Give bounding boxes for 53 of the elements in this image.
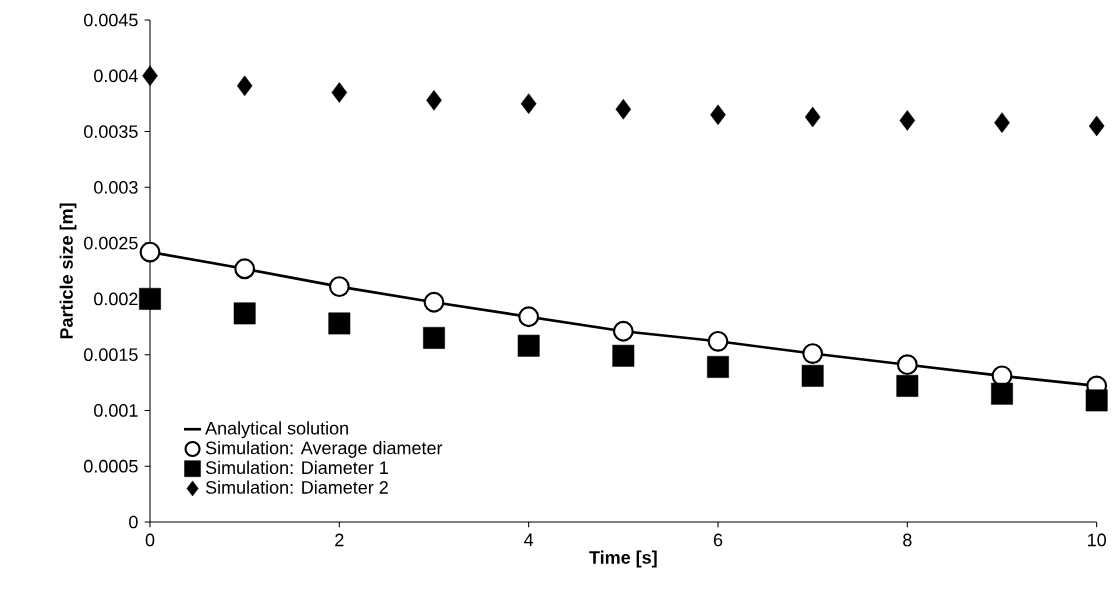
y-tick-label: 0.0045: [84, 13, 138, 27]
y-tick-label: 0.004: [94, 69, 138, 83]
point: [233, 302, 256, 325]
y-tick-label: 0.002: [94, 292, 138, 306]
point: [517, 334, 540, 357]
legend-label: Simulation: Diameter 1: [205, 460, 388, 475]
point: [802, 343, 824, 364]
point: [991, 382, 1013, 405]
y-tick-label: 0.0025: [84, 236, 138, 250]
y-tick-label: 0.0035: [84, 125, 138, 138]
y-tick-label: 0.0015: [84, 348, 138, 362]
point: [615, 98, 632, 120]
point: [801, 364, 824, 387]
x-tick-label: 4: [524, 533, 534, 546]
y-tick-label: 0.001: [94, 404, 138, 417]
point: [236, 75, 253, 97]
point: [707, 330, 729, 352]
point: [612, 344, 635, 367]
point: [518, 306, 540, 328]
point: [994, 112, 1010, 133]
point: [520, 93, 537, 114]
point: [139, 287, 161, 310]
legend-label: Simulation: Diameter 2: [205, 480, 388, 494]
y-tick-label: 0.0005: [84, 459, 138, 473]
x-tick-label: 6: [713, 533, 723, 547]
x-tick-label: 0: [145, 533, 155, 547]
y-tick-label: 0.003: [94, 180, 138, 194]
legend-label: Simulation: Average diameter: [205, 441, 443, 458]
point: [612, 320, 634, 342]
point: [1088, 115, 1105, 137]
point: [423, 291, 445, 313]
point: [707, 356, 729, 378]
point: [328, 276, 350, 298]
point: [710, 104, 726, 126]
x-axis-title: Time [s]: [589, 550, 657, 568]
point: [1085, 389, 1108, 412]
point: [426, 90, 442, 111]
point: [139, 241, 161, 263]
point: [331, 82, 348, 103]
point: [896, 374, 919, 397]
point: [423, 327, 445, 349]
y-axis-title: Particle size [m]: [59, 203, 77, 339]
x-tick-label: 10: [1088, 533, 1106, 547]
point: [896, 354, 918, 376]
point: [804, 106, 821, 128]
point: [142, 65, 158, 87]
point: [899, 110, 916, 131]
point: [328, 312, 351, 335]
point: [234, 258, 256, 280]
y-tick-label: 0: [129, 515, 138, 529]
x-tick-label: 8: [903, 533, 912, 547]
legend-label: Analytical solution: [205, 421, 348, 439]
x-tick-label: 2: [335, 533, 344, 547]
